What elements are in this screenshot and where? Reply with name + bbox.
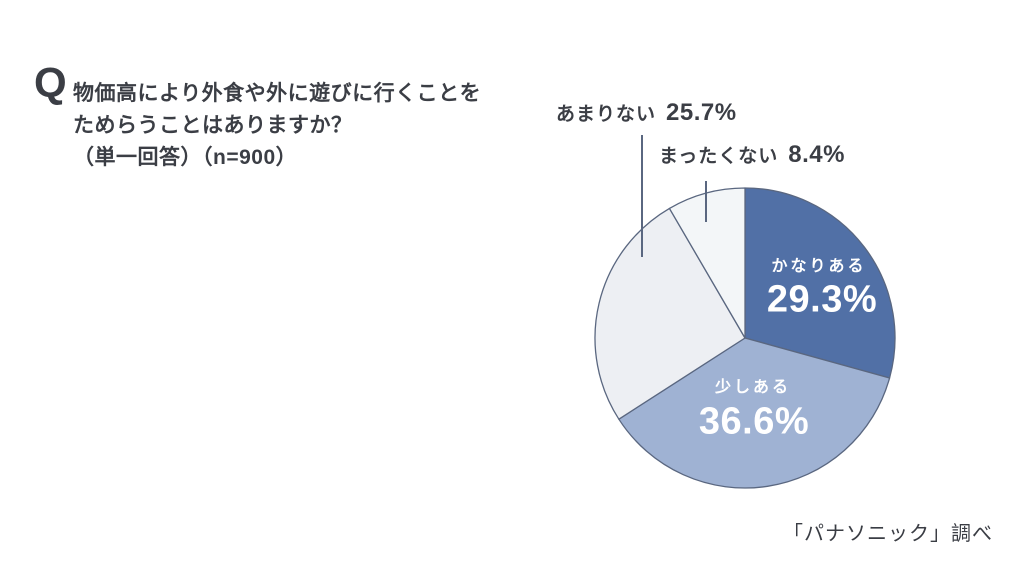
slice-label-kanari-aru: かなりある xyxy=(771,258,867,275)
question-mark: Q xyxy=(34,59,67,106)
question-line-2: ためらうことはありますか？ xyxy=(73,114,353,137)
slice-label-mattaku-nai: まったくない xyxy=(659,146,779,167)
callout-mattaku-nai: まったくない 8.4% xyxy=(659,141,845,169)
slice-value-mattaku-nai: 8.4% xyxy=(788,141,845,168)
callout-amari-nai: あまりない 25.7% xyxy=(556,99,737,127)
question-line-3: （単一回答）（n=900） xyxy=(73,146,298,169)
leader-line-amari-nai xyxy=(641,135,643,257)
question-line-1: 物価高により外食や外に遊びに行くことを xyxy=(73,82,482,105)
pie-slice-0-かなりある xyxy=(744,187,896,379)
leader-line-mattaku-nai xyxy=(705,181,707,222)
pie-slice-1-少しある xyxy=(618,337,891,489)
slice-value-amari-nai: 25.7% xyxy=(666,99,737,126)
pie-slice-2-あまりない xyxy=(594,207,746,420)
pie-chart xyxy=(594,187,896,489)
slice-label-amari-nai: あまりない xyxy=(556,104,657,125)
source-note: 「パナソニック」調べ xyxy=(783,523,993,545)
question-text: 物価高により外食や外に遊びに行くことを ためらうことはありますか？ （単一回答）… xyxy=(73,78,481,174)
slice-value-sukoshi-aru: 36.6% xyxy=(698,400,810,443)
slice-value-kanari-aru: 29.3% xyxy=(766,278,878,321)
slice-label-sukoshi-aru: 少しある xyxy=(714,379,792,396)
